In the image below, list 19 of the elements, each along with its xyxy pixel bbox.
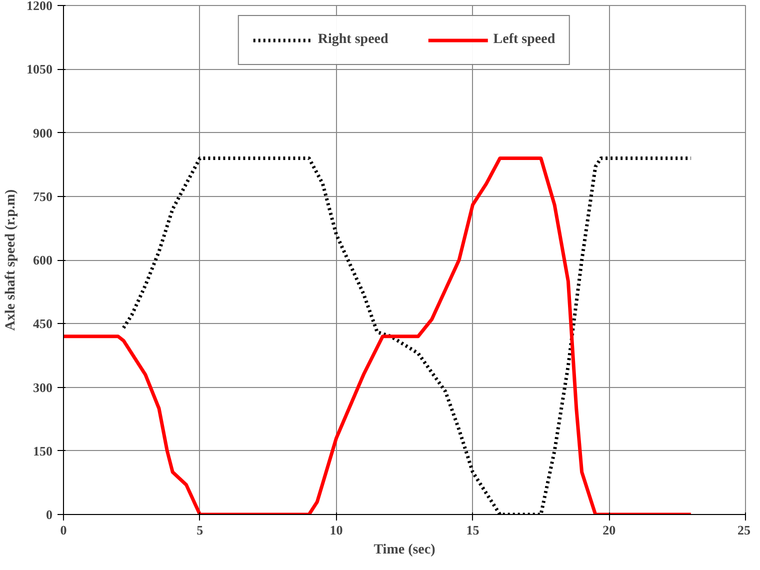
y-tick-label: 0 bbox=[46, 507, 52, 522]
y-tick-label: 150 bbox=[33, 443, 52, 458]
y-tick-label: 300 bbox=[33, 380, 52, 395]
y-tick-label: 450 bbox=[33, 316, 52, 332]
y-tick-label: 750 bbox=[33, 188, 52, 204]
x-tick-label: 20 bbox=[602, 522, 616, 538]
y-tick-label: 600 bbox=[33, 252, 52, 268]
y-tick-label: 1200 bbox=[26, 0, 52, 13]
y-tick-label: 900 bbox=[33, 125, 52, 140]
x-tick-label: 10 bbox=[330, 522, 343, 538]
x-tick-label: 15 bbox=[466, 522, 480, 538]
y-tick-label: 1050 bbox=[26, 62, 52, 77]
x-axis-title: Time (sec) bbox=[374, 542, 436, 558]
x-tick-label: 5 bbox=[196, 522, 204, 538]
legend-label: Left speed bbox=[493, 32, 556, 48]
y-axis-title: Axle shaft speed (r.p.m) bbox=[4, 188, 18, 331]
x-tick-label: 25 bbox=[738, 522, 751, 538]
x-tick-label: 0 bbox=[60, 522, 67, 538]
legend-label: Right speed bbox=[318, 32, 388, 48]
